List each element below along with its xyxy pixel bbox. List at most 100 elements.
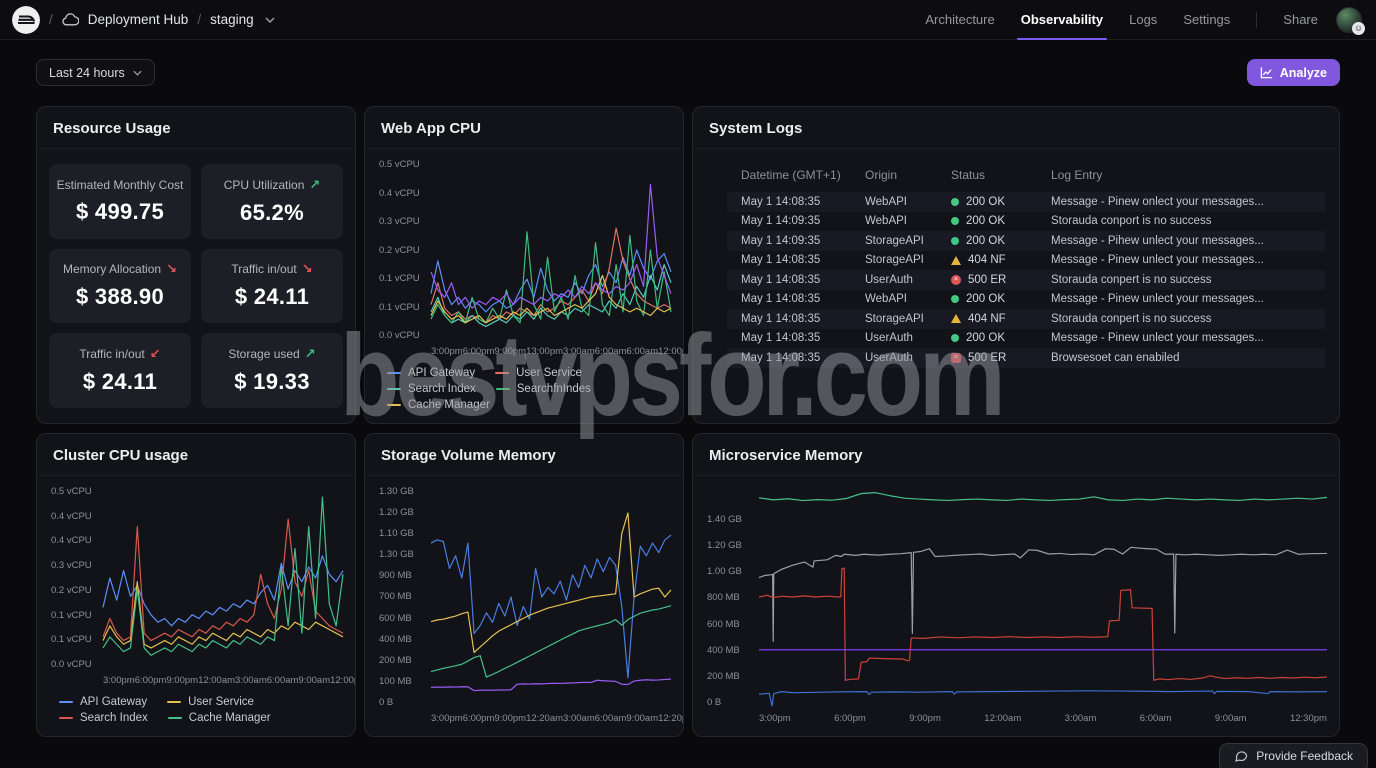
x-axis-label: 9:00am xyxy=(626,713,659,724)
legend-item[interactable]: Search Index xyxy=(59,712,148,724)
app-logo-icon[interactable] xyxy=(12,5,40,34)
nav-item-share[interactable]: Share xyxy=(1283,12,1318,27)
x-axis-label: 9:00pm xyxy=(494,346,527,357)
chevron-down-icon[interactable] xyxy=(265,16,275,23)
avatar-badge-icon: ☺ xyxy=(1352,21,1365,35)
chevron-down-icon xyxy=(133,70,142,76)
stat-card-label-text: Estimated Monthly Cost xyxy=(56,177,184,192)
stat-card-value: 65.2% xyxy=(240,199,304,225)
x-axis-label: 3:00am xyxy=(563,346,595,357)
legend-swatch xyxy=(387,387,401,391)
series-cache-manager xyxy=(431,275,671,322)
x-axis-label: 13:00pm xyxy=(526,346,564,357)
log-origin: WebAPI xyxy=(865,293,907,306)
legend-item[interactable]: User Service xyxy=(495,367,582,379)
log-status-text: 500 ER xyxy=(968,273,1007,286)
breadcrumb-environment[interactable]: staging xyxy=(210,12,254,27)
series-service-gray xyxy=(759,547,1327,641)
legend-label: SearchfnIndes xyxy=(516,383,591,395)
legend-label: Search Index xyxy=(80,712,148,724)
series-searchfnindes xyxy=(431,232,671,323)
log-status-text: 404 NF xyxy=(968,254,1006,267)
x-axis-label: 6:00pm xyxy=(834,713,866,724)
nav-item-logs[interactable]: Logs xyxy=(1129,12,1158,27)
chart-plot[interactable] xyxy=(103,486,343,670)
legend-item[interactable]: Cache Manager xyxy=(167,712,271,724)
x-axis-label: 6:00am xyxy=(266,675,299,686)
legend-label: User Service xyxy=(516,367,582,379)
log-row[interactable]: May 1 14:09:35 WebAPI 200 OK Storauda conpo… xyxy=(727,212,1325,232)
legend-item[interactable]: SearchfnIndes xyxy=(495,383,591,395)
log-row[interactable]: May 1 14:08:35 WebAPI 200 OK Message - Pine… xyxy=(727,290,1325,310)
nav-item-architecture[interactable]: Architecture xyxy=(925,12,995,27)
breadcrumb-project[interactable]: Deployment Hub xyxy=(87,12,189,27)
log-origin: UserAuth xyxy=(865,332,913,345)
log-row[interactable]: May 1 14:09:35 StorageAPI 200 OK Message - … xyxy=(727,231,1325,251)
legend-item[interactable]: API Gateway xyxy=(59,696,147,708)
legend-item[interactable]: Cache Manager xyxy=(387,399,490,411)
stat-card-label-text: CPU Utilization xyxy=(223,177,305,192)
log-status: × 500 ER xyxy=(951,274,1051,286)
series-cache-manager xyxy=(103,497,343,655)
log-status: 200 OK xyxy=(951,196,1051,208)
log-row[interactable]: May 1 14:08:35 StorageAPI 404 NF Storauda c… xyxy=(727,309,1325,329)
trend-up-icon: ↗ xyxy=(309,176,321,192)
x-axis-label: 12:30pm xyxy=(1289,713,1327,724)
log-status: 200 OK xyxy=(951,332,1051,344)
panel-resource-usage: Resource Usage Estimated Monthly Cost $ 4… xyxy=(36,106,356,424)
y-axis-label: 0.5 vCPU xyxy=(379,159,420,170)
log-status-text: 200 OK xyxy=(966,332,1005,345)
legend-label: User Service xyxy=(188,696,254,708)
legend-item[interactable]: User Service xyxy=(167,696,254,708)
y-axis-label: 0.1 vCPU xyxy=(379,301,420,313)
log-status-text: 200 OK xyxy=(966,234,1005,247)
log-row[interactable]: May 1 14:08:35 UserAuth × 500 ER Storauda co… xyxy=(727,270,1325,290)
provide-feedback-button[interactable]: Provide Feedback xyxy=(1219,743,1368,768)
nav-item-settings[interactable]: Settings xyxy=(1183,12,1231,27)
y-axis-label: 0.1 vCPU xyxy=(51,634,92,646)
chart-plot[interactable] xyxy=(431,159,671,341)
stat-card-value: $ 499.75 xyxy=(75,198,165,224)
legend-item[interactable]: Search Index xyxy=(387,383,476,395)
log-message: Message - Pinew unlect your messages... xyxy=(1051,293,1264,306)
nav-item-observability[interactable]: Observability xyxy=(1016,0,1108,40)
log-row[interactable]: May 1 14:08:35 UserAuth 200 OK Message - Pi… xyxy=(727,329,1325,349)
analyze-label: Analyze xyxy=(1279,65,1327,80)
status-warning-icon xyxy=(951,314,961,324)
y-axis-label: 0 B xyxy=(707,696,722,708)
x-axis-label: 9:00am xyxy=(298,675,331,686)
column-header: Origin xyxy=(865,168,898,182)
y-axis-label: 1.40 GB xyxy=(707,514,742,525)
stat-card-value: $ 24.11 xyxy=(234,284,310,310)
x-axis-label: 9:00pm xyxy=(166,675,199,686)
y-axis-label: 400 MB xyxy=(379,633,412,645)
avatar[interactable]: ☺ xyxy=(1336,6,1365,35)
series-volume-blue xyxy=(431,535,671,678)
log-row[interactable]: May 1 14:08:35 StorageAPI 404 NF Message - … xyxy=(727,251,1325,271)
x-axis-label: 3:00pm xyxy=(759,713,791,724)
series-unlabeled xyxy=(431,184,671,308)
y-axis-label: 1.30 GB xyxy=(379,486,414,497)
chart-plot[interactable] xyxy=(759,486,1327,708)
log-row[interactable]: May 1 14:08:35 UserAuth × 500 ER Browsesoet … xyxy=(727,348,1325,368)
series-volume-yellow xyxy=(431,513,671,653)
log-message: Storauda conport is no success xyxy=(1051,215,1212,228)
system-logs-rows: May 1 14:08:35 WebAPI 200 OK Message - Pine… xyxy=(727,192,1325,368)
log-row[interactable]: May 1 14:08:35 WebAPI 200 OK Message - Pine… xyxy=(727,192,1325,212)
log-origin: WebAPI xyxy=(865,195,907,208)
legend-item[interactable]: API Gateway xyxy=(387,367,475,379)
breadcrumb-separator: / xyxy=(49,12,53,27)
cloud-icon xyxy=(62,13,79,26)
legend-swatch xyxy=(387,403,401,407)
log-datetime: May 1 14:08:35 xyxy=(741,332,821,345)
analyze-button[interactable]: Analyze xyxy=(1246,59,1340,86)
y-axis-label: 0.2 vCPU xyxy=(51,584,92,596)
y-axis-label: 0.1 vCPU xyxy=(51,609,92,621)
time-range-select[interactable]: Last 24 hours xyxy=(36,59,155,86)
log-datetime: May 1 14:08:35 xyxy=(741,351,821,364)
x-axis-label: 6:00pm xyxy=(462,713,495,724)
log-status-text: 200 OK xyxy=(966,195,1005,208)
legend-swatch xyxy=(167,700,182,704)
chart-plot[interactable] xyxy=(431,486,671,708)
log-status-text: 200 OK xyxy=(966,293,1005,306)
